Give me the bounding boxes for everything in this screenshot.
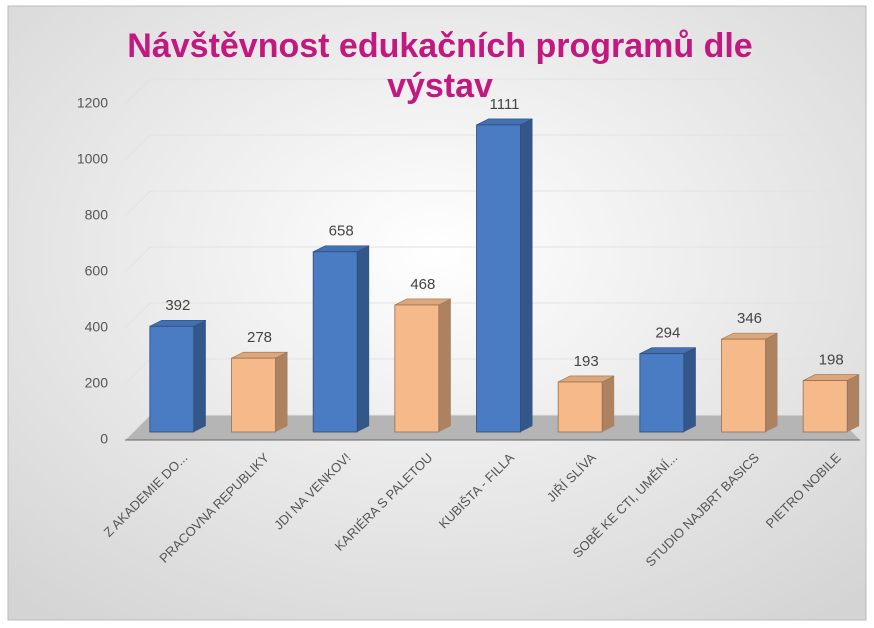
bar <box>639 353 685 433</box>
grid-line <box>124 302 835 329</box>
chart-title: Návštěvnost edukačních programů dle výst… <box>127 27 753 105</box>
y-tick-label: 400 <box>85 319 109 335</box>
value-label: 294 <box>655 325 680 342</box>
grid-line <box>124 190 835 217</box>
y-tick-label: 600 <box>85 263 109 279</box>
value-label: 658 <box>329 223 354 240</box>
bar-side <box>357 245 370 432</box>
value-label: 346 <box>737 310 762 327</box>
bar <box>394 304 440 433</box>
grid-line <box>124 246 835 273</box>
value-label: 198 <box>819 352 844 369</box>
bar <box>231 357 276 433</box>
bar-side <box>193 320 206 432</box>
bar-side <box>765 333 778 432</box>
value-label: 468 <box>410 276 435 293</box>
bar <box>721 338 766 433</box>
bar-side <box>520 118 533 433</box>
bar-side <box>438 298 451 432</box>
bar-side <box>683 347 696 432</box>
bar-side <box>847 374 860 432</box>
grid-line <box>124 134 835 161</box>
value-label: 1111 <box>489 96 519 113</box>
y-tick-label: 1200 <box>77 95 108 111</box>
bar <box>476 124 521 433</box>
grid-line <box>124 78 835 105</box>
bar <box>802 380 848 433</box>
value-label: 193 <box>574 353 599 370</box>
y-tick-label: 200 <box>85 375 109 391</box>
y-tick-label: 1000 <box>77 151 108 167</box>
bar <box>557 381 603 433</box>
value-label: 392 <box>165 297 190 314</box>
bar <box>149 325 195 433</box>
bar-side <box>602 375 615 432</box>
bar <box>312 251 358 433</box>
y-tick-label: 0 <box>100 431 108 447</box>
bar-side <box>275 352 288 432</box>
y-tick-label: 800 <box>85 207 109 223</box>
value-label: 278 <box>247 329 272 346</box>
